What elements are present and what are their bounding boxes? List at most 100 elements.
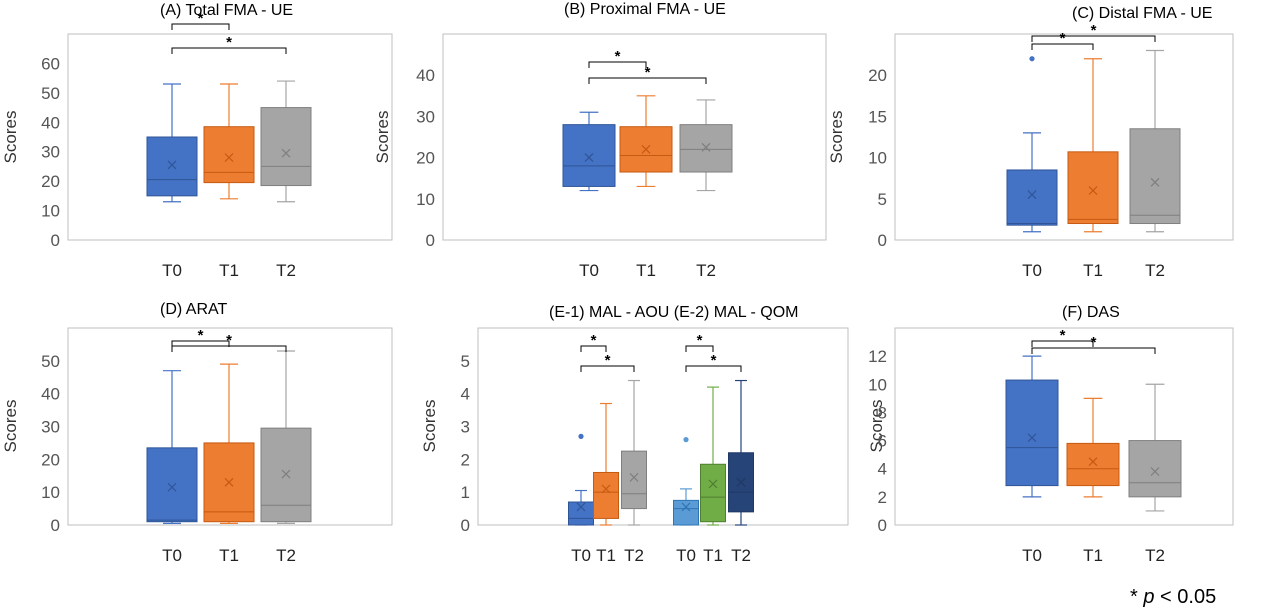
bracket-line	[171, 23, 230, 30]
plot-frame	[67, 33, 393, 241]
significance-star: *	[1060, 327, 1066, 344]
mean-marker	[1088, 186, 1098, 195]
significance-star: *	[1091, 22, 1097, 39]
box-t2	[260, 80, 312, 203]
chart-panel-a: (A) Total FMA - UE Scores 0 10 20 30 40 50 60 T0 T…	[1, 2, 393, 280]
chart-panel-c: (C) Distal FMA - UE Scores 0 5 10 15 20 T0 T1 T2 *…	[827, 5, 1234, 280]
mean-marker	[224, 477, 234, 487]
mean-marker	[1027, 190, 1037, 200]
y-tick-label: 1	[461, 483, 470, 502]
y-tick-label: 50	[41, 352, 60, 371]
bracket-line	[580, 365, 635, 372]
y-tick-label: 30	[416, 107, 435, 126]
y-axis-label: Scores	[420, 400, 439, 453]
box-body	[673, 499, 699, 526]
outlier-point	[1029, 56, 1035, 62]
significance-bracket: *	[580, 352, 635, 372]
y-tick-label: 3	[461, 418, 470, 437]
y-axis-label: Scores	[1, 111, 20, 164]
significance-bracket: *	[1031, 22, 1156, 42]
mean-marker	[1027, 433, 1037, 443]
y-axis-label: Scores	[827, 111, 846, 164]
significance-star: *	[198, 10, 204, 27]
significance-star: *	[226, 332, 232, 349]
box-t0	[568, 433, 594, 526]
x-tick-label: T2	[624, 546, 644, 565]
box-body	[1006, 169, 1058, 226]
significance-bracket: *	[685, 332, 714, 352]
bracket-line	[1031, 347, 1156, 354]
significance-bracket: *	[1031, 30, 1094, 50]
box-t1	[1066, 397, 1120, 498]
mean-marker	[281, 469, 291, 479]
y-tick-label: 10	[868, 375, 887, 394]
chart-title: (D) ARAT	[160, 301, 227, 318]
significance-star: *	[645, 64, 651, 81]
chart-title: (B) Proximal FMA - UE	[564, 1, 726, 18]
x-tick-label: T2	[1145, 261, 1165, 280]
x-tick-label: T1	[219, 261, 239, 280]
y-tick-label: 40	[41, 385, 60, 404]
box-body	[1128, 440, 1182, 498]
mean-marker	[601, 484, 611, 494]
bracket-line	[171, 47, 287, 54]
y-tick-label: 20	[416, 149, 435, 168]
box-t1	[619, 95, 673, 188]
box-body	[679, 124, 733, 173]
box-t0	[1005, 355, 1059, 498]
box-body	[1067, 151, 1119, 225]
significance-note: * p < 0.05	[1130, 586, 1216, 608]
box-body	[593, 471, 619, 519]
box-body	[621, 450, 647, 510]
bracket-line	[588, 61, 647, 68]
box-body	[146, 136, 198, 197]
bracket-line	[171, 340, 230, 347]
chart-title: (F) DAS	[1062, 304, 1120, 321]
x-tick-label: T2	[1145, 546, 1165, 565]
x-tick-label: T1	[703, 546, 723, 565]
box-body	[562, 124, 616, 187]
y-axis-label: Scores	[867, 400, 886, 453]
significance-bracket: *	[171, 34, 287, 54]
x-tick-label: T1	[219, 546, 239, 565]
y-tick-label: 60	[41, 54, 60, 73]
mean-marker	[1088, 457, 1098, 467]
bracket-line	[1031, 35, 1156, 42]
box-t1	[203, 83, 255, 200]
x-tick-label: T0	[571, 546, 591, 565]
significance-star: *	[615, 48, 621, 65]
y-axis-label: Scores	[1, 400, 20, 453]
chart-title: (E-1) MAL - AOU (E-2) MAL - QOM	[549, 304, 799, 321]
y-tick-label: 40	[41, 113, 60, 132]
box-body	[146, 447, 198, 523]
plot-frame	[67, 327, 393, 526]
y-tick-label: 50	[41, 84, 60, 103]
box-t1	[593, 402, 619, 526]
y-tick-label: 10	[41, 483, 60, 502]
mean-marker	[281, 148, 291, 158]
significance-star: *	[711, 352, 717, 369]
plot-frame	[894, 33, 1234, 241]
mean-marker	[708, 479, 718, 489]
y-tick-label: 6	[878, 432, 887, 451]
significance-bracket: *	[171, 332, 287, 352]
outlier-point	[683, 437, 689, 443]
bracket-line	[685, 365, 742, 372]
x-tick-label: T0	[1022, 546, 1042, 565]
significance-bracket: *	[1031, 334, 1156, 354]
bracket-line	[588, 77, 707, 84]
x-tick-label: T1	[636, 261, 656, 280]
mean-marker	[641, 144, 651, 154]
box-body	[1005, 379, 1059, 487]
x-tick-label: T2	[696, 261, 716, 280]
box-body	[700, 463, 726, 523]
box-body	[203, 126, 255, 184]
y-tick-label: 0	[878, 516, 887, 535]
y-tick-label: 0	[51, 231, 60, 250]
box-t1	[203, 363, 255, 524]
mean-marker	[736, 477, 746, 487]
significance-bracket: *	[588, 64, 707, 84]
y-tick-label: 10	[416, 190, 435, 209]
